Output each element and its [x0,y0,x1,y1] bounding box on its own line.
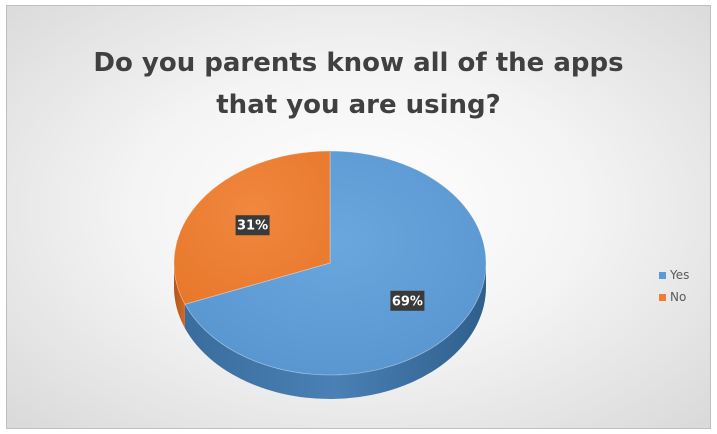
legend-label-no: No [670,290,687,304]
pie-slice-yes [184,150,487,376]
data-label-text-yes: 69% [392,294,423,309]
chart-title-line-1: Do you parents know all of the apps [93,48,624,78]
data-label-text-no: 31% [237,219,268,234]
pie-chart: 69% 31% [173,150,487,400]
chart-legend: Yes No [659,264,689,308]
data-label-yes: 69% [390,290,425,311]
data-label-box-yes [390,290,425,311]
legend-item-yes: Yes [659,264,689,286]
chart-area: Do you parents know all of the apps that… [6,5,711,429]
legend-swatch-no [659,293,666,301]
legend-item-no: No [659,286,689,308]
legend-label-yes: Yes [670,268,690,282]
chart-title: Do you parents know all of the apps that… [7,42,710,126]
pie-side-no [174,263,185,329]
pie-side-yes [184,263,486,400]
data-label-box-no [235,215,270,236]
data-label-no: 31% [235,215,270,236]
legend-swatch-yes [659,271,666,279]
chart-title-line-2: that you are using? [216,90,501,120]
